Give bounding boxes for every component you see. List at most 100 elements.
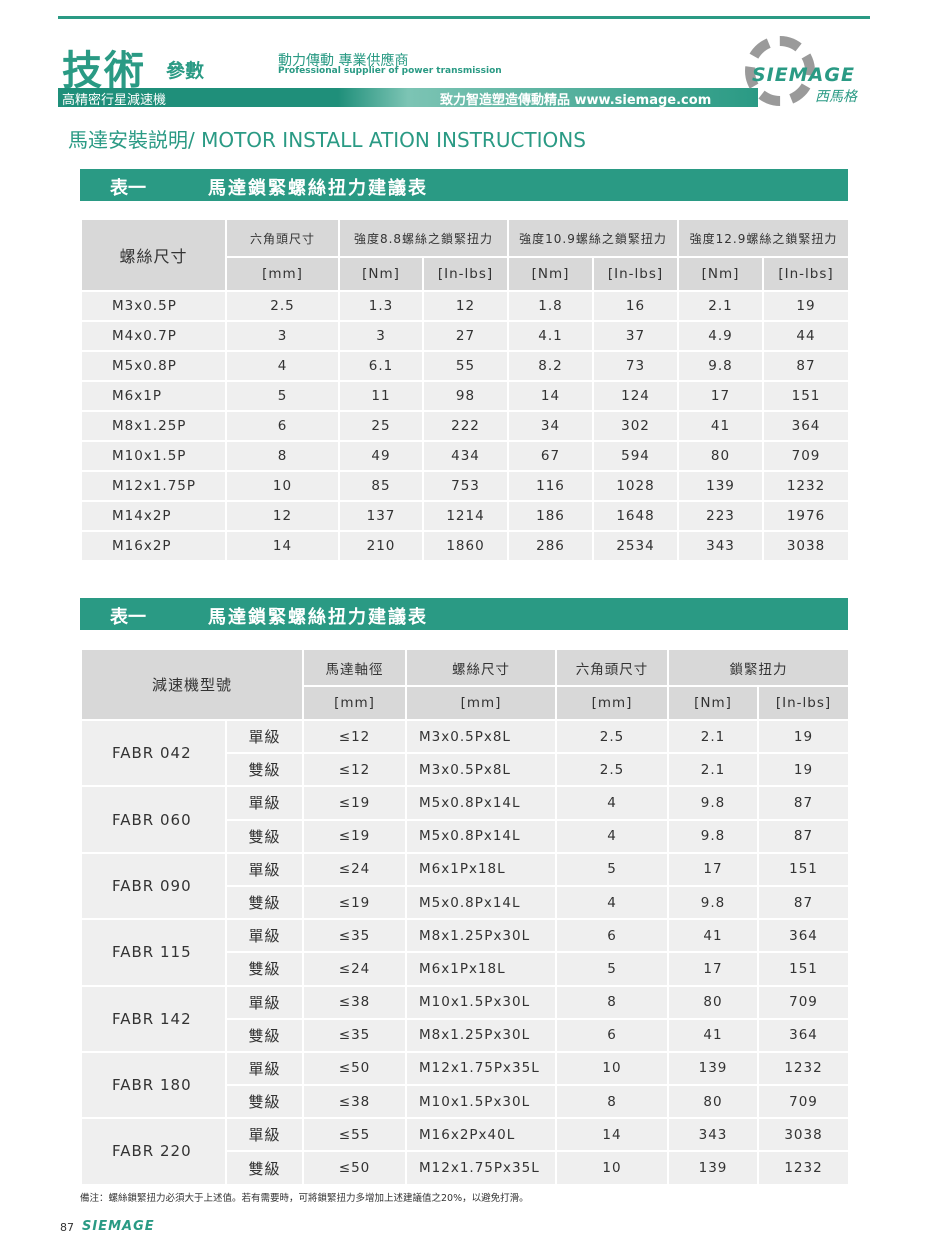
value-cell: 49 [338, 440, 424, 472]
unit-label: [mm] [405, 685, 558, 721]
nm-cell: 139 [667, 1150, 760, 1186]
inlbs-cell: 151 [757, 851, 851, 887]
value-cell: 151 [762, 380, 851, 412]
reducer-torque-table: 減速機型號 馬達軸徑 螺絲尺寸 六角頭尺寸 鎖緊扭力 [mm] [mm] [mm][… [79, 648, 851, 1186]
model-cell: FABR 042 [80, 718, 227, 788]
inlbs-cell: 19 [757, 718, 851, 755]
table-row: 雙級 ≤19 M5x0.8Px14L 4 9.8 87 [81, 884, 851, 921]
screw-cell: M5x0.8Px14L [405, 818, 558, 854]
inlbs-cell: 709 [757, 1084, 851, 1120]
screw-size-cell: M12x1.75P [80, 470, 227, 502]
value-cell: 4 [225, 350, 340, 382]
stage-cell: 單級 [224, 785, 305, 821]
unit-label: [Nm] [507, 256, 594, 292]
value-cell: 37 [591, 320, 680, 352]
inlbs-cell: 19 [757, 752, 851, 788]
unit-label: [Nm] [677, 256, 765, 292]
nm-cell: 343 [667, 1117, 760, 1153]
model-cell: FABR 180 [80, 1050, 227, 1120]
value-cell: 302 [591, 410, 680, 442]
value-cell: 2.5 [225, 290, 340, 322]
inlbs-cell: 709 [757, 984, 851, 1020]
table-row: 雙級 ≤19 M5x0.8Px14L 4 9.8 87 [81, 818, 851, 854]
hex-cell: 4 [555, 785, 670, 821]
page-heading: 馬達安裝説明/ MOTOR INSTALL ATION INSTRUCTIONS [68, 128, 586, 152]
value-cell: 85 [338, 470, 424, 502]
value-cell: 1214 [422, 500, 509, 532]
model-cell: FABR 060 [80, 785, 227, 854]
band-right-text: 致力智造塑造傳動精品 www.siemage.com [440, 93, 712, 108]
screw-cell: M12x1.75Px35L [405, 1050, 558, 1087]
band-left-text: 高精密行星減速機 [62, 93, 167, 108]
value-cell: 753 [422, 470, 509, 502]
hex-cell: 6 [555, 918, 670, 954]
brand-logo: SIEMAGE [752, 64, 855, 86]
shaft-cell: ≤50 [302, 1050, 408, 1087]
value-cell: 12 [225, 500, 340, 532]
value-cell: 8 [225, 440, 340, 472]
value-cell: 3 [338, 320, 424, 352]
inlbs-cell: 1232 [757, 1050, 851, 1087]
nm-cell: 17 [667, 851, 760, 887]
table-row: 雙級 ≤24 M6x1Px18L 5 17 151 [81, 951, 851, 987]
value-cell: 67 [507, 440, 594, 472]
shaft-cell: ≤12 [302, 718, 408, 755]
hex-cell: 4 [555, 818, 670, 854]
value-cell: 594 [591, 440, 680, 472]
value-cell: 434 [422, 440, 509, 472]
top-rule [58, 16, 870, 19]
table-row: M10x1.5P 8 49 434 67 594 80 709 [80, 440, 851, 472]
table-row: M5x0.8P 4 6.1 55 8.2 73 9.8 87 [80, 350, 851, 382]
table-row: M4x0.7P 3 3 27 4.1 37 4.9 44 [80, 320, 851, 352]
model-cell: FABR 090 [80, 851, 227, 921]
value-cell: 709 [762, 440, 851, 472]
screw-cell: M8x1.25Px30L [405, 1017, 558, 1053]
nm-cell: 9.8 [667, 884, 760, 921]
table2-title-bar: 表一 馬達鎖緊螺絲扭力建議表 [80, 598, 848, 630]
table1-title-bar: 表一 馬達鎖緊螺絲扭力建議表 [80, 169, 848, 201]
shaft-cell: ≤24 [302, 951, 408, 987]
shaft-cell: ≤35 [302, 1017, 408, 1053]
value-cell: 1028 [591, 470, 680, 502]
shaft-cell: ≤38 [302, 1084, 408, 1120]
shaft-cell: ≤55 [302, 1117, 408, 1153]
value-cell: 1232 [762, 470, 851, 502]
nm-cell: 80 [667, 984, 760, 1020]
value-cell: 124 [591, 380, 680, 412]
slogan: 動力傳動 專業供應商 [278, 53, 409, 69]
table-row: M6x1P 5 11 98 14 124 17 151 [80, 380, 851, 412]
hex-cell: 8 [555, 1084, 670, 1120]
hex-cell: 5 [555, 951, 670, 987]
stage-cell: 雙級 [224, 1017, 305, 1053]
screw-torque-table: 螺絲尺寸 六角頭尺寸 強度8.8螺絲之鎖緊扭力 強度10.9螺絲之鎖緊扭力 強度… [80, 218, 851, 562]
header-grade-10-9: 強度10.9螺絲之鎖緊扭力 [506, 218, 680, 258]
footer-logo: SIEMAGE [82, 1219, 155, 1234]
header-band [58, 88, 758, 107]
value-cell: 14 [507, 380, 594, 412]
nm-cell: 17 [667, 951, 760, 987]
screw-size-cell: M5x0.8P [80, 350, 227, 382]
value-cell: 25 [338, 410, 424, 442]
slogan-en: Professional supplier of power transmiss… [278, 66, 502, 76]
value-cell: 4.1 [507, 320, 594, 352]
screw-cell: M10x1.5Px30L [405, 1084, 558, 1120]
value-cell: 44 [762, 320, 851, 352]
value-cell: 87 [762, 350, 851, 382]
unit-label: [In-lbs] [757, 685, 851, 721]
table-row: FABR 180 單級 ≤50 M12x1.75Px35L 10 139 1232 [80, 1050, 851, 1120]
screw-cell: M6x1Px18L [405, 851, 558, 887]
shaft-cell: ≤35 [302, 918, 408, 954]
table-row: FABR 115 單級 ≤35 M8x1.25Px30L 6 41 364 [80, 918, 851, 987]
unit-label: [mm] [302, 685, 408, 721]
brand-logo-cn: 西馬格 [815, 89, 857, 105]
table1-title: 馬達鎖緊螺絲扭力建議表 [208, 178, 428, 199]
stage-cell: 雙級 [224, 951, 305, 987]
stage-cell: 雙級 [224, 1150, 305, 1186]
value-cell: 80 [677, 440, 765, 472]
stage-cell: 雙級 [224, 818, 305, 854]
unit-label: [In-lbs] [762, 256, 851, 292]
value-cell: 223 [677, 500, 765, 532]
header-shaft-dia: 馬達軸徑 [302, 648, 408, 687]
screw-cell: M6x1Px18L [405, 951, 558, 987]
value-cell: 3 [225, 320, 340, 352]
